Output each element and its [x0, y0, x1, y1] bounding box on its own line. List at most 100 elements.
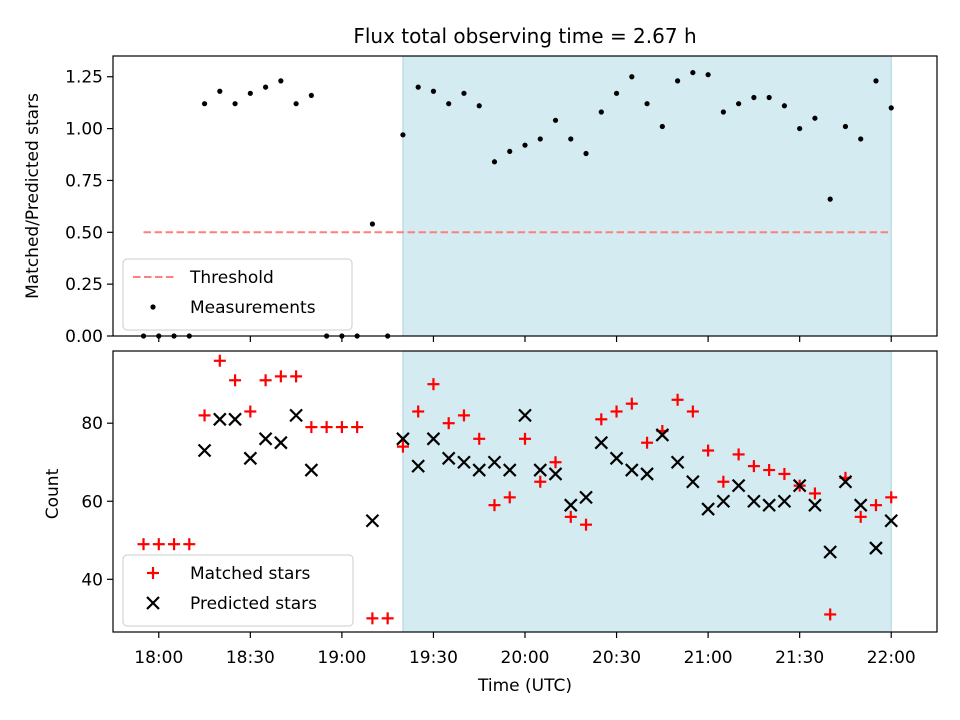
measurement-point	[827, 196, 833, 202]
predicted-star-point	[457, 455, 471, 470]
predicted-star-point	[228, 412, 242, 427]
matched-star-point	[824, 608, 837, 621]
matched-star-point	[213, 354, 226, 367]
bottom-highlight-span	[402, 350, 892, 633]
matched-star-point	[778, 467, 791, 480]
top-y-tick-label: 1.00	[65, 120, 103, 140]
predicted-stars-points	[197, 408, 899, 559]
matched-star-point	[885, 491, 898, 504]
matched-star-point	[290, 370, 303, 383]
measurement-point	[491, 159, 498, 165]
x-tick-label: 19:30	[409, 648, 458, 668]
predicted-star-point	[853, 498, 868, 512]
measurement-point	[781, 103, 788, 109]
predicted-star-point	[533, 463, 548, 477]
top-y-tick-label: 1.25	[65, 68, 103, 88]
predicted-star-point	[594, 435, 609, 450]
matched-star-point	[854, 510, 867, 523]
predicted-star-point	[777, 494, 792, 509]
measurement-point	[736, 101, 742, 107]
matched-star-point	[747, 460, 760, 473]
top-legend: Threshold Measurements	[122, 258, 353, 331]
matched-star-point	[686, 405, 699, 418]
predicted-star-point	[502, 463, 517, 477]
bottom-legend-box	[122, 554, 354, 627]
predicted-star-point	[579, 490, 593, 505]
measurement-point	[766, 94, 772, 101]
predicted-star-point	[426, 432, 441, 446]
predicted-star-point	[258, 432, 273, 446]
x-tick-label: 20:30	[592, 648, 641, 668]
measurement-point	[842, 123, 849, 130]
measurement-point	[247, 90, 253, 96]
measurement-point	[430, 88, 437, 94]
measurement-point	[201, 101, 208, 107]
matched-star-point	[580, 518, 593, 531]
predicted-star-point	[731, 478, 746, 493]
legend-predicted-swatch	[146, 596, 160, 610]
matched-star-point	[152, 538, 165, 551]
matched-stars-points	[137, 354, 898, 625]
matched-star-point	[198, 409, 211, 422]
x-tick-label: 18:00	[134, 648, 183, 668]
measurement-point	[659, 123, 665, 130]
bottom-legend: Matched stars Predicted stars	[122, 554, 354, 627]
measurement-point	[690, 69, 696, 76]
measurement-point	[522, 142, 528, 148]
bottom-y-tick-label: 60	[81, 492, 103, 512]
predicted-star-point	[548, 467, 563, 481]
matched-star-point	[519, 432, 531, 445]
bottom-y-axis: 40 60 80	[81, 414, 113, 590]
measurement-point	[476, 103, 482, 109]
matched-star-point	[427, 378, 440, 391]
chart-title: Flux total observing time = 2.67 h	[353, 24, 696, 48]
measurement-point	[415, 84, 421, 90]
predicted-star-point	[686, 474, 700, 489]
measurement-point	[232, 101, 238, 107]
legend-matched-swatch	[147, 567, 159, 579]
matched-star-point	[305, 421, 318, 434]
matched-star-point	[366, 612, 379, 625]
matched-star-point	[488, 499, 501, 512]
predicted-star-point	[487, 455, 502, 470]
predicted-star-point	[365, 513, 380, 528]
x-axis-label: Time (UTC)	[477, 676, 572, 696]
measurement-point	[552, 117, 559, 123]
predicted-star-point	[823, 545, 837, 559]
measurement-point	[369, 221, 376, 227]
predicted-star-point	[716, 494, 731, 509]
predicted-star-point	[792, 478, 807, 493]
matched-star-point	[259, 374, 272, 387]
bottom-panel: 40 60 80 18:00 18:30 19:00 19:30 20:00 20:30 21:…	[43, 350, 938, 696]
measurement-point	[613, 90, 620, 96]
x-tick-label: 21:00	[684, 648, 733, 668]
bottom-y-axis-label: Count	[43, 468, 63, 519]
matched-star-point	[396, 440, 409, 453]
legend-matched-label: Matched stars	[190, 564, 310, 584]
matched-star-point	[610, 405, 623, 418]
predicted-star-point	[609, 451, 624, 466]
matched-star-point	[625, 397, 638, 410]
matched-star-point	[763, 464, 776, 477]
matched-star-point	[137, 538, 150, 551]
matched-star-point	[351, 421, 364, 434]
measurement-points	[140, 69, 894, 339]
legend-measurements-label: Measurements	[190, 298, 316, 318]
matched-star-point	[168, 538, 181, 551]
predicted-star-point	[289, 408, 303, 423]
predicted-star-point	[243, 451, 258, 466]
measurement-point	[446, 101, 452, 107]
predicted-star-point	[441, 451, 456, 466]
top-y-tick-label: 0.50	[65, 223, 103, 243]
matched-star-point	[869, 499, 882, 512]
matched-star-point	[534, 475, 547, 488]
measurement-point	[674, 78, 681, 84]
bottom-y-tick-label: 40	[81, 570, 103, 590]
top-legend-box	[122, 258, 353, 331]
predicted-star-point	[884, 513, 899, 528]
predicted-star-point	[411, 459, 425, 473]
predicted-star-point	[396, 432, 410, 446]
matched-star-point	[335, 421, 348, 434]
bottom-y-tick-label: 80	[81, 414, 103, 434]
